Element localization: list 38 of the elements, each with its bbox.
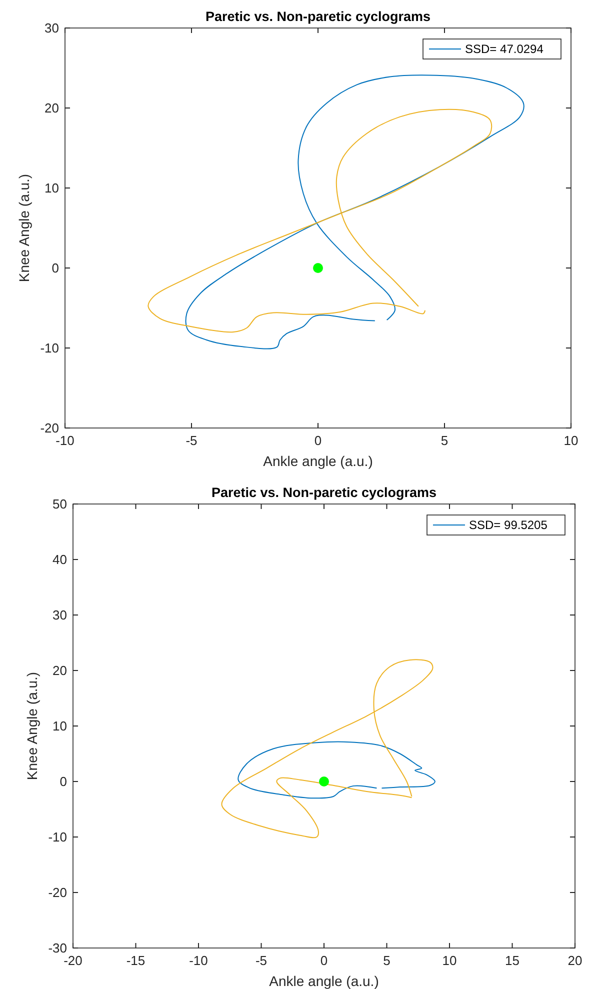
y-tick-label: -10 [40, 340, 59, 356]
x-tick-label: 10 [442, 953, 457, 968]
y-tick-label: -20 [40, 420, 59, 436]
y-tick-label: 50 [52, 496, 67, 512]
y-axis-title: Knee Angle (a.u.) [16, 174, 32, 282]
legend-label: SSD= 47.0294 [465, 42, 544, 56]
x-tick-label: 20 [568, 953, 582, 968]
x-tick-label: 5 [440, 433, 448, 448]
x-tick-label: 15 [505, 953, 520, 968]
y-tick-label: 10 [52, 718, 67, 734]
chart-title: Paretic vs. Non-paretic cyclograms [211, 485, 437, 500]
line-series [238, 741, 436, 799]
y-tick-label: -30 [48, 940, 67, 956]
x-axis-title: Ankle angle (a.u.) [263, 453, 373, 469]
x-tick-label: -5 [186, 433, 198, 448]
x-tick-label: -20 [64, 953, 82, 968]
y-tick-label: -20 [48, 885, 67, 900]
y-tick-label: 30 [52, 608, 67, 622]
y-axis-title: Knee Angle (a.u.) [24, 672, 40, 780]
x-tick-label: -10 [189, 953, 208, 968]
x-tick-label: 0 [320, 953, 328, 968]
x-tick-label: -15 [126, 953, 146, 968]
x-axis-title: Ankle angle (a.u.) [269, 973, 379, 989]
y-tick-label: 40 [52, 552, 67, 567]
x-tick-label: -5 [255, 953, 268, 968]
x-tick-label: 10 [564, 433, 578, 448]
y-tick-label: 20 [52, 663, 67, 678]
x-tick-label: 5 [383, 953, 390, 968]
line-series [221, 659, 434, 838]
y-tick-label: 10 [44, 180, 59, 196]
y-tick-label: -10 [48, 830, 67, 844]
legend-label: SSD= 99.5205 [469, 518, 548, 532]
chart-title: Paretic vs. Non-paretic cyclograms [205, 9, 431, 24]
y-tick-label: 0 [52, 260, 59, 276]
y-tick-label: 30 [44, 20, 59, 36]
y-tick-label: 0 [60, 774, 67, 789]
x-tick-label: 0 [314, 433, 322, 448]
y-tick-label: 20 [44, 100, 59, 116]
